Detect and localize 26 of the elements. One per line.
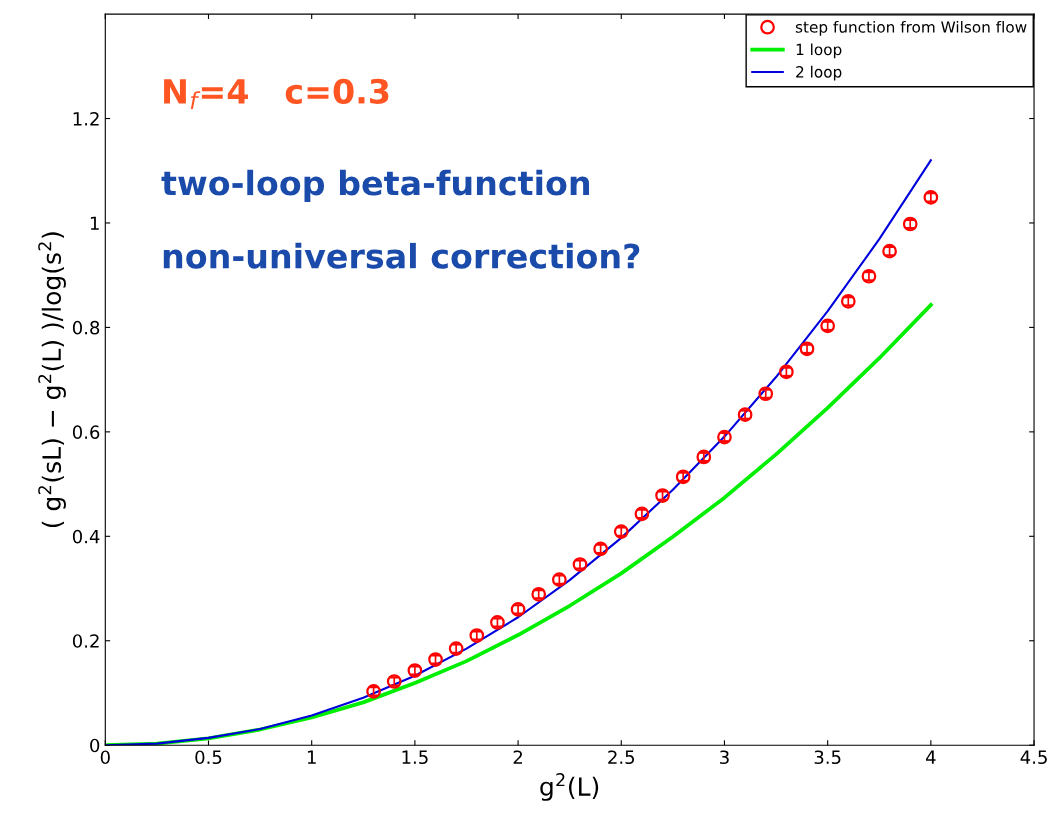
x-tick-label: 1.5 xyxy=(402,750,428,765)
x-tick-label: 0.5 xyxy=(195,750,222,765)
y-tick-label: 0 xyxy=(90,738,100,753)
x-tick-label: 0 xyxy=(100,750,110,765)
y-tick-label: 0.4 xyxy=(72,529,100,544)
annotation: two-loop beta-function xyxy=(161,169,590,203)
x-tick-label: 1 xyxy=(307,750,316,764)
annotation: non-universal correction? xyxy=(163,242,640,269)
legend-label: 1 loop xyxy=(796,43,842,59)
y-axis-title: ( g$^{2}$(sL) − g$^{2}$(L) )/log(s$^{2}$) xyxy=(38,232,66,528)
y-tick-label: 1 xyxy=(90,216,99,230)
legend-label: step function from Wilson flow xyxy=(795,20,1027,36)
x-tick-label: 3.5 xyxy=(814,750,841,765)
legend-label: 2 loop xyxy=(796,65,842,81)
y-tick-label: 0.6 xyxy=(72,425,100,439)
y-tick-label: 0.2 xyxy=(72,634,99,648)
x-axis-title: g$^{2}$(L) xyxy=(540,773,599,801)
line-series xyxy=(105,159,932,746)
x-tick-label: 4.5 xyxy=(1020,750,1047,765)
x-tick-label: 3 xyxy=(720,750,729,765)
x-tick-label: 2 xyxy=(513,750,523,764)
y-tick-label: 1.2 xyxy=(73,111,99,126)
y-tick-label: 0.8 xyxy=(72,320,100,335)
x-tick-label: 4 xyxy=(925,750,936,764)
annotation: N$_{f}$=4 c=0.3 xyxy=(164,78,389,109)
x-tick-label: 2.5 xyxy=(608,750,635,765)
